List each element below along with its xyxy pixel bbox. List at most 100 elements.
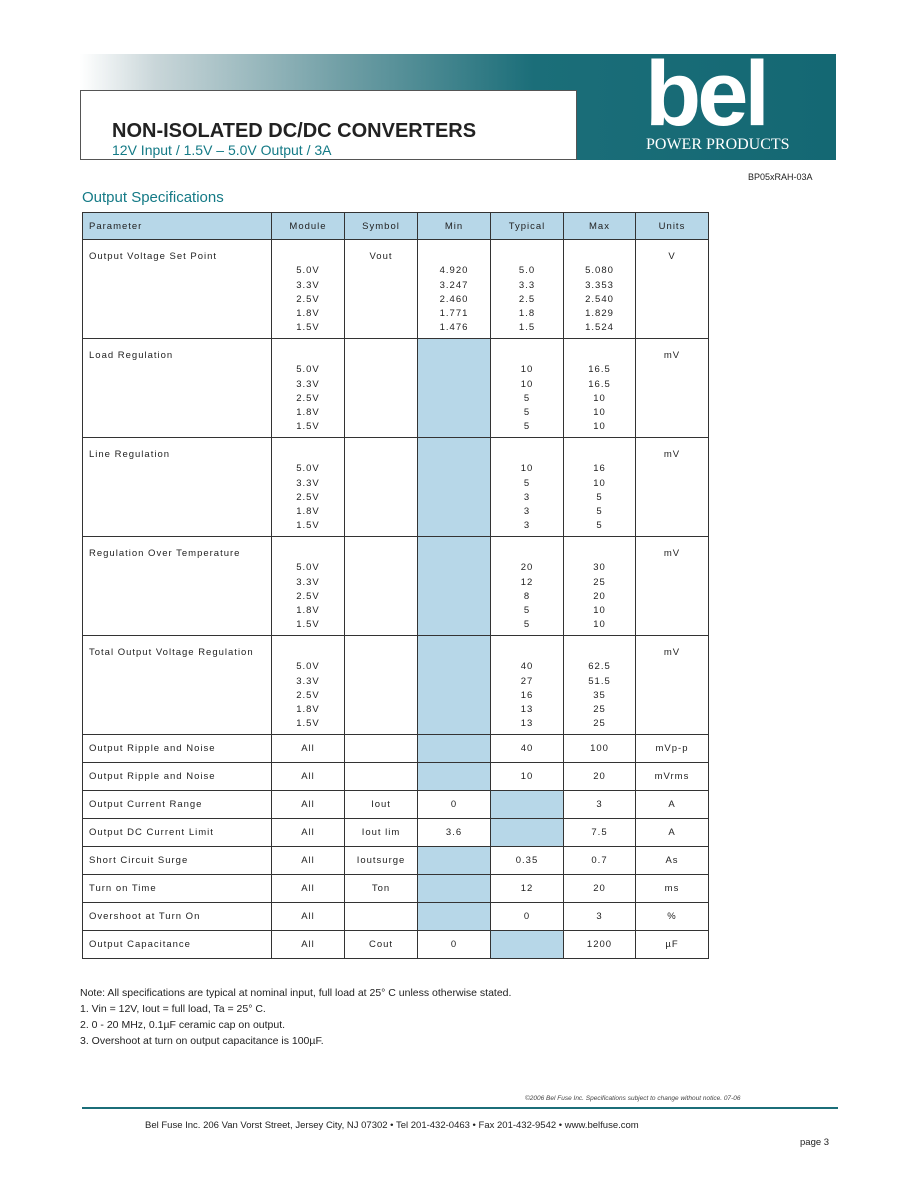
cell-value: Line Regulation (89, 449, 171, 460)
table-cell: Cout (344, 930, 418, 959)
cell-value: 51.5 (588, 675, 611, 687)
cell-value: mV (663, 350, 681, 361)
cell-value: 10 (520, 463, 534, 475)
cell-value: 2.5 (518, 293, 536, 305)
table-cell: mVp-p (635, 734, 709, 763)
cell-value: A (668, 827, 676, 838)
cell-value: 1.5V (296, 421, 320, 433)
table-cell: A (635, 818, 709, 847)
cell-value: Output Ripple and Noise (89, 743, 216, 754)
cell-value: 40 (520, 743, 534, 754)
copyright: ©2006 Bel Fuse Inc. Specifications subje… (525, 1095, 741, 1102)
cell-value: 10 (593, 619, 606, 631)
cell-value: 3 (523, 520, 531, 532)
cell-value: 2.5V (296, 392, 320, 404)
table-cell: 1200 (563, 930, 636, 959)
cell-value: 16 (520, 689, 534, 701)
cell-value: 3 (596, 799, 603, 810)
table-cell: Output Ripple and Noise (82, 762, 272, 791)
cell-value: Regulation Over Temperature (89, 548, 241, 559)
table-cell: 100 (563, 734, 636, 763)
table-cell (417, 635, 491, 735)
cell-value: µF (665, 939, 679, 950)
cell-value: 16.5 (588, 378, 611, 390)
cell-value: 5.0 (518, 265, 536, 277)
cell-value: All (301, 743, 315, 754)
cell-value: 1.5 (518, 322, 536, 334)
cell-value: 10 (593, 605, 606, 617)
table-cell: 40 27 16 13 13 (490, 635, 564, 735)
title-box (80, 90, 577, 160)
cell-value: 3.3V (296, 477, 320, 489)
cell-value: 1.829 (585, 308, 614, 320)
table-cell: 12 (490, 874, 564, 903)
cell-value: 5 (523, 477, 531, 489)
cell-value: 5.0V (296, 364, 320, 376)
spacer (278, 250, 338, 264)
cell-value: 3.247 (439, 279, 469, 291)
table-cell: 0 (417, 790, 491, 819)
table-cell: 5.0V 3.3V 2.5V 1.8V 1.5V (271, 338, 345, 438)
cell-value: All (301, 883, 315, 894)
cell-value: Iout lim (361, 827, 401, 838)
spacer (278, 547, 338, 561)
spacer (497, 349, 557, 363)
cell-value: 25 (593, 718, 606, 730)
cell-value: 5 (523, 421, 531, 433)
cell-value: 10 (593, 421, 606, 433)
column-header: Units (635, 212, 709, 240)
cell-value: 10 (593, 477, 606, 489)
cell-value: 1200 (586, 939, 613, 950)
subtitle: 12V Input / 1.5V – 5.0V Output / 3A (112, 142, 332, 158)
table-cell: 5.0V 3.3V 2.5V 1.8V 1.5V (271, 239, 345, 339)
table-cell (417, 874, 491, 903)
table-cell: Output Ripple and Noise (82, 734, 272, 763)
table-cell: Regulation Over Temperature (82, 536, 272, 636)
table-row: Short Circuit Surge All Ioutsurge 0.35 0.7 As (82, 846, 709, 875)
cell-value: mV (663, 548, 681, 559)
cell-value: 3.3V (296, 378, 320, 390)
cell-value: Short Circuit Surge (89, 855, 189, 866)
cell-value: 1.8V (296, 704, 320, 716)
spacer (278, 349, 338, 363)
table-cell: 5.080 3.353 2.540 1.829 1.524 (563, 239, 636, 339)
table-cell (417, 536, 491, 636)
table-row: Regulation Over Temperature 5.0V 3.3V 2.5V 1… (82, 536, 709, 636)
table-row: Line Regulation 5.0V 3.3V 2.5V 1.8V 1.5V 10 5 3 3… (82, 437, 709, 537)
cell-value: All (301, 827, 315, 838)
spacer (497, 250, 557, 264)
column-header: Symbol (344, 212, 418, 240)
table-cell (344, 762, 418, 791)
part-number: BP05xRAH-03A (748, 172, 813, 182)
table-row: Output DC Current Limit All Iout lim 3.6 7.5… (82, 818, 709, 847)
cell-value: 1.8 (518, 308, 536, 320)
cell-value: Ton (371, 883, 391, 894)
note: 3. Overshoot at turn on output capacitan… (80, 1035, 324, 1047)
cell-value: 10 (593, 392, 606, 404)
cell-value: Iout (371, 799, 391, 810)
cell-value: Cout (368, 939, 394, 950)
cell-value: Output Voltage Set Point (89, 251, 218, 262)
cell-value: 5 (523, 605, 531, 617)
table-cell: µF (635, 930, 709, 959)
spacer (570, 448, 629, 462)
table-cell (344, 902, 418, 931)
cell-value: 27 (520, 675, 534, 687)
cell-value: 10 (520, 771, 534, 782)
table-cell: A (635, 790, 709, 819)
table-cell (417, 762, 491, 791)
cell-value: mVrms (654, 771, 690, 782)
cell-value: 1.8V (296, 308, 320, 320)
table-cell: 5.0V 3.3V 2.5V 1.8V 1.5V (271, 536, 345, 636)
table-cell: ms (635, 874, 709, 903)
table-cell (344, 338, 418, 438)
table-cell: Ton (344, 874, 418, 903)
table-cell: Output Voltage Set Point (82, 239, 272, 339)
address: Bel Fuse Inc. 206 Van Vorst Street, Jers… (145, 1120, 639, 1131)
cell-value: 20 (520, 562, 534, 574)
table-cell: 10 5 3 3 3 (490, 437, 564, 537)
table-cell: 0.35 (490, 846, 564, 875)
cell-value: 0 (450, 799, 458, 810)
cell-value: 3.3V (296, 279, 320, 291)
cell-value: 2.540 (585, 293, 614, 305)
